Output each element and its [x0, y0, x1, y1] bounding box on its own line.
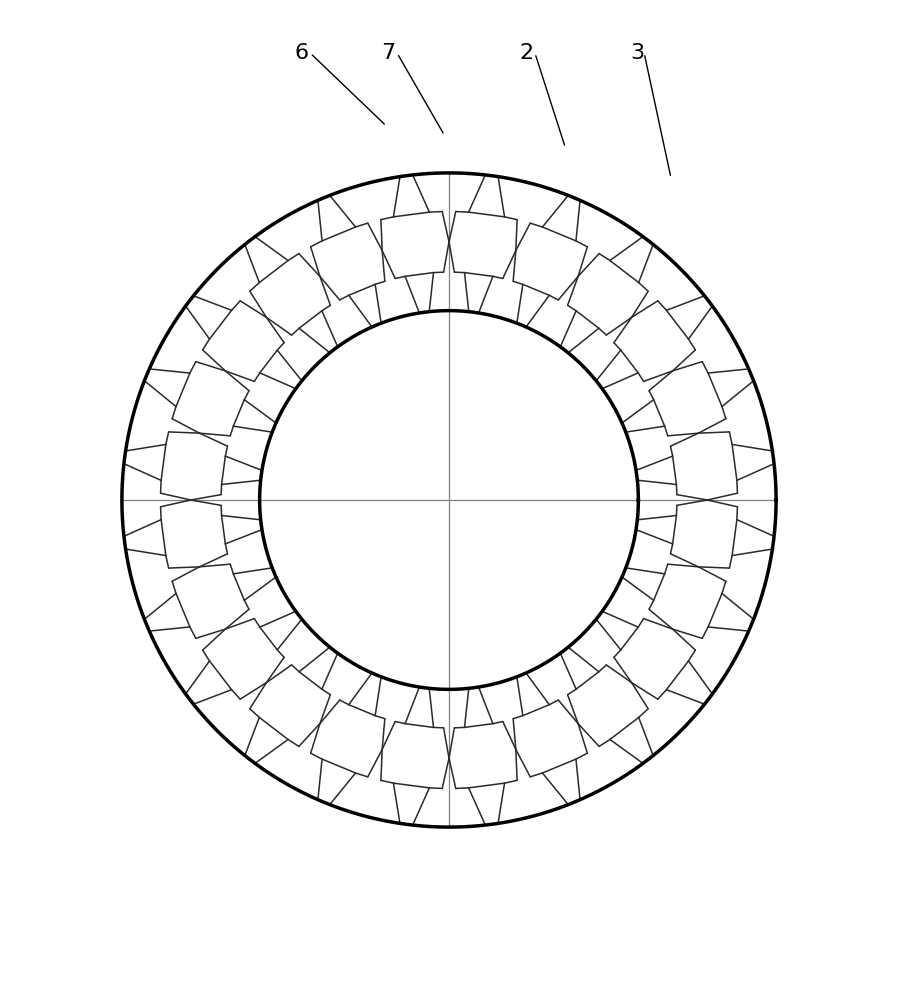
- Text: 7: 7: [381, 43, 395, 63]
- Text: 3: 3: [629, 43, 644, 63]
- Text: 6: 6: [295, 43, 308, 63]
- Text: 2: 2: [519, 43, 533, 63]
